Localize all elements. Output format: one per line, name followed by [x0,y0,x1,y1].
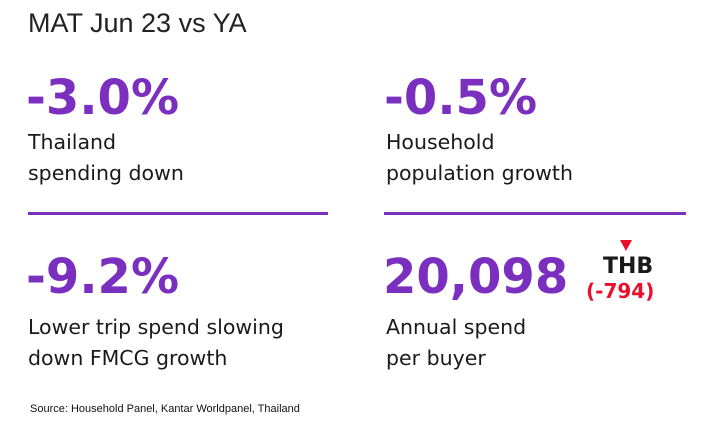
stat-label-line2: population growth [386,161,573,185]
stat-label-line1: Lower trip spend slowing [28,315,284,339]
source-note: Source: Household Panel, Kantar Worldpan… [30,403,300,415]
down-triangle-icon [620,240,632,251]
stat-label-line1: Household [386,130,495,154]
change-value: (-794) [586,279,655,303]
stat-value-thailand-spending: -3.0% [26,70,180,126]
stat-value-household-population: -0.5% [384,70,538,126]
stat-label-line2: down FMCG growth [28,346,228,370]
stat-label-line2: per buyer [386,346,486,370]
page-title: MAT Jun 23 vs YA [28,8,247,38]
stat-value-trip-spend: -9.2% [26,249,180,305]
currency-unit: THB [603,254,654,279]
stat-label-line1: Thailand [28,130,117,154]
stat-label-line2: spending down [28,161,184,185]
stat-value-annual-spend: 20,098 [383,249,569,305]
stat-label-line1: Annual spend [386,315,527,339]
divider-right [384,212,686,215]
divider-left [28,212,328,215]
